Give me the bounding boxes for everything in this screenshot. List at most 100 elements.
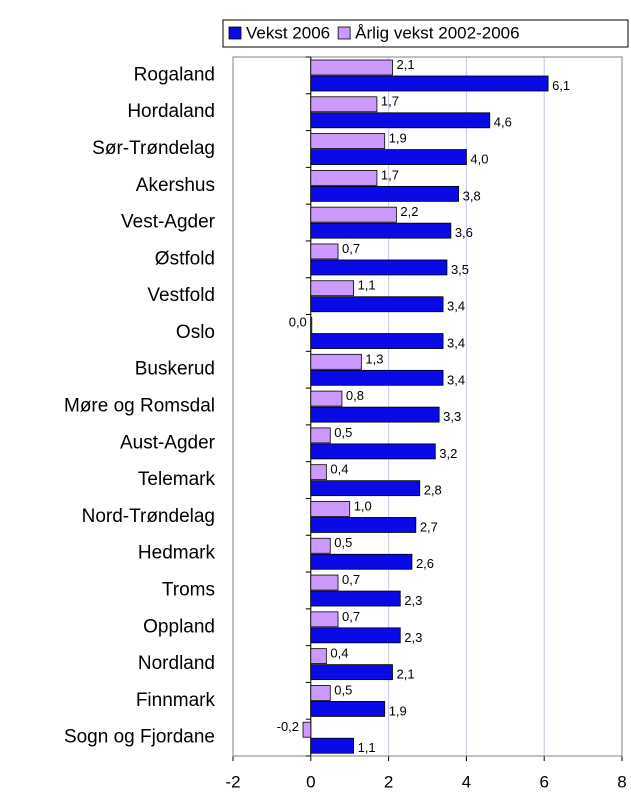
value-label: 0,5 — [334, 535, 352, 550]
category-label: Møre og Romsdal — [64, 396, 215, 417]
value-label: 3,5 — [451, 262, 469, 277]
category-label: Hedmark — [138, 543, 216, 564]
value-label: 3,2 — [439, 446, 457, 461]
value-label: 4,0 — [470, 152, 488, 167]
bar — [310, 369, 444, 386]
legend-swatch — [337, 26, 351, 40]
value-label: 1,7 — [381, 94, 399, 109]
value-label: 1,1 — [358, 740, 376, 755]
category-label: Rogaland — [134, 64, 215, 85]
bar — [310, 443, 436, 460]
bar — [310, 501, 351, 517]
x-tick-label: -2 — [225, 772, 240, 791]
x-tick-label: 4 — [462, 772, 471, 791]
category-label: Nord-Trøndelag — [82, 506, 215, 527]
bar — [310, 133, 386, 149]
value-label: 2,1 — [396, 57, 414, 72]
value-label: 3,4 — [447, 335, 465, 350]
value-label: 0,0 — [289, 314, 307, 329]
value-label: 0,8 — [346, 388, 364, 403]
category-label: Oslo — [176, 322, 215, 343]
bar — [310, 59, 393, 76]
legend-label: Årlig vekst 2002-2006 — [355, 23, 519, 42]
value-label: -0,2 — [277, 719, 299, 734]
bar — [310, 149, 467, 165]
value-label: 3,8 — [463, 188, 481, 203]
bar — [310, 664, 393, 681]
bar — [310, 222, 452, 239]
value-label: 1,0 — [354, 498, 372, 513]
value-label: 2,3 — [404, 630, 422, 645]
category-label: Aust-Agder — [120, 432, 216, 453]
bar — [310, 537, 331, 554]
bar — [310, 75, 549, 92]
category-label: Nordland — [138, 653, 215, 674]
value-label: 2,3 — [404, 593, 422, 608]
bar — [310, 701, 386, 717]
value-label: 2,1 — [396, 667, 414, 682]
bar — [310, 353, 362, 370]
category-label: Akershus — [136, 175, 215, 196]
value-label: 0,7 — [342, 609, 360, 624]
bar — [310, 627, 401, 644]
bar — [310, 464, 327, 481]
bar — [310, 185, 460, 202]
bar — [310, 574, 339, 591]
value-label: 1,1 — [358, 278, 376, 293]
value-label: 0,7 — [342, 572, 360, 587]
value-label: 3,4 — [447, 299, 465, 314]
value-label: 1,9 — [389, 703, 407, 718]
value-label: 2,6 — [416, 556, 434, 571]
value-label: 3,6 — [455, 225, 473, 240]
bar — [310, 427, 331, 444]
bar — [310, 96, 378, 113]
value-label: 0,5 — [334, 425, 352, 440]
bar — [310, 317, 313, 333]
category-label: Sogn og Fjordane — [64, 727, 215, 748]
category-label: Vest-Agder — [121, 212, 216, 233]
bar — [310, 243, 339, 260]
bar — [310, 480, 421, 497]
bar — [310, 112, 491, 129]
value-label: 1,3 — [365, 351, 383, 366]
x-tick-label: 0 — [306, 772, 315, 791]
category-label: Østfold — [155, 248, 215, 269]
legend-swatch — [228, 26, 242, 40]
value-label: 1,9 — [389, 131, 407, 146]
value-label: 0,4 — [330, 462, 348, 477]
bar — [310, 648, 327, 665]
category-label: Vestfold — [147, 285, 215, 306]
bar — [310, 280, 354, 297]
bar — [310, 685, 331, 701]
category-label: Oppland — [143, 616, 215, 637]
bar — [310, 406, 440, 423]
value-label: 0,7 — [342, 241, 360, 256]
bar — [310, 590, 401, 607]
plot-frame — [232, 56, 623, 757]
bar — [310, 390, 343, 407]
bar — [310, 553, 413, 570]
x-tick-label: 8 — [617, 772, 626, 791]
value-label: 2,7 — [420, 519, 438, 534]
bar — [302, 721, 312, 738]
value-label: 2,8 — [424, 483, 442, 498]
value-label: 6,1 — [552, 78, 570, 93]
category-label: Troms — [162, 579, 215, 600]
bar — [310, 296, 444, 313]
value-label: 3,3 — [443, 409, 461, 424]
category-label: Hordaland — [127, 101, 215, 122]
bar — [310, 259, 448, 276]
bar — [310, 611, 339, 628]
category-label: Finnmark — [136, 690, 216, 711]
bar — [310, 737, 354, 754]
x-tick-label: 6 — [539, 772, 548, 791]
value-label: 0,4 — [330, 646, 348, 661]
legend-label: Vekst 2006 — [246, 23, 330, 42]
category-label: Telemark — [138, 469, 216, 490]
bar — [310, 333, 444, 349]
value-label: 4,6 — [494, 115, 512, 130]
legend-box — [222, 19, 629, 48]
value-label: 1,7 — [381, 167, 399, 182]
category-label: Buskerud — [135, 359, 215, 380]
